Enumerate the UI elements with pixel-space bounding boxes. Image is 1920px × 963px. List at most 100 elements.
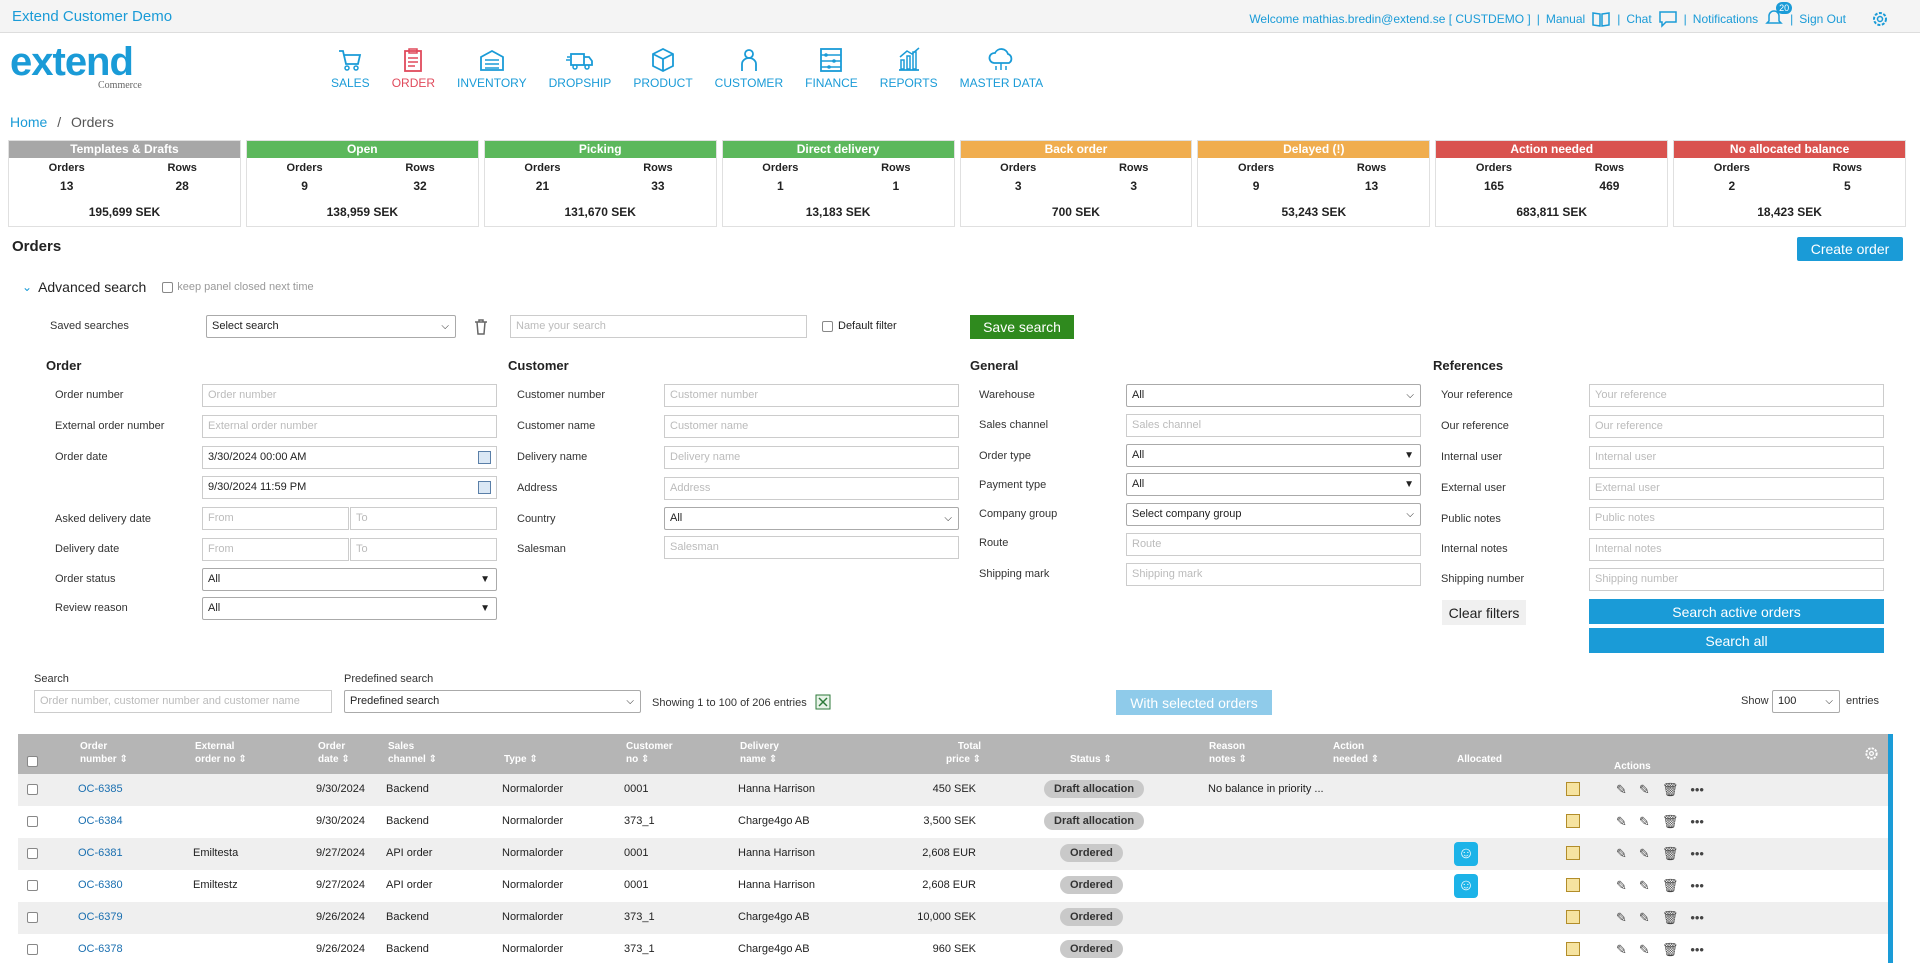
col-delivery-name[interactable]: Delivery name ⇕ <box>740 741 779 765</box>
nav-order[interactable]: ORDER <box>381 46 446 90</box>
more-icon[interactable]: ••• <box>1690 814 1704 829</box>
external-user-input[interactable]: External user <box>1589 477 1884 500</box>
document-icon[interactable] <box>1566 910 1580 924</box>
document-icon[interactable] <box>1566 942 1580 956</box>
trash-icon[interactable]: 🗑︎ <box>1661 878 1679 893</box>
edit-alt-icon[interactable]: ✎ <box>1638 910 1650 925</box>
edit-icon[interactable]: ✎ <box>1616 782 1627 797</box>
more-icon[interactable]: ••• <box>1690 878 1704 893</box>
edit-icon[interactable]: ✎ <box>1616 846 1627 861</box>
page-size-select[interactable]: 100 ⌵ <box>1772 690 1840 713</box>
search-all-button[interactable]: Search all <box>1589 628 1884 653</box>
keep-panel-closed[interactable]: keep panel closed next time <box>162 281 314 293</box>
internal-user-input[interactable]: Internal user <box>1589 446 1884 469</box>
status-card[interactable]: Open Orders Rows 9 32 138,959 SEK <box>245 140 479 227</box>
salesman-input[interactable]: Salesman <box>664 536 959 559</box>
trash-icon[interactable]: 🗑︎ <box>1661 814 1679 829</box>
delivery-date-to-input[interactable]: To <box>350 538 497 561</box>
status-card[interactable]: Action needed Orders Rows 165 469 683,811 … <box>1435 140 1669 227</box>
chat-icon[interactable] <box>1658 10 1678 28</box>
more-icon[interactable]: ••• <box>1690 910 1704 925</box>
keep-panel-closed-checkbox[interactable] <box>162 281 174 293</box>
nav-sales[interactable]: SALES <box>320 46 381 90</box>
order-type-select[interactable]: All ▼ <box>1126 444 1421 467</box>
row-checkbox[interactable] <box>27 848 38 859</box>
internal-notes-input[interactable]: Internal notes <box>1589 538 1884 561</box>
table-row[interactable]: OC-6381 Emiltesta 9/27/2024 API order No… <box>18 838 1890 870</box>
order-number-link[interactable]: OC-6380 <box>78 879 123 891</box>
payment-type-select[interactable]: All ▼ <box>1126 473 1421 496</box>
calendar-icon[interactable] <box>478 481 491 494</box>
row-checkbox[interactable] <box>27 784 38 795</box>
asked-delivery-from-input[interactable]: From <box>202 507 349 530</box>
edit-alt-icon[interactable]: ✎ <box>1638 846 1650 861</box>
vertical-scrollbar[interactable] <box>1888 734 1893 963</box>
trash-icon[interactable]: 🗑︎ <box>1661 942 1679 957</box>
document-icon[interactable] <box>1566 814 1580 828</box>
more-icon[interactable]: ••• <box>1690 782 1704 797</box>
logo[interactable]: extend Commerce <box>10 42 142 91</box>
order-number-link[interactable]: OC-6379 <box>78 911 123 923</box>
gear-icon[interactable] <box>1870 10 1890 28</box>
company-group-select[interactable]: Select company group ⌵ <box>1126 503 1421 526</box>
save-search-button[interactable]: Save search <box>970 315 1074 339</box>
order-status-select[interactable]: All ▼ <box>202 568 497 591</box>
advanced-search-toggle[interactable]: ⌄ Advanced search keep panel closed next… <box>22 279 314 295</box>
notifications-bell[interactable]: 20 <box>1764 2 1793 29</box>
order-number-link[interactable]: OC-6378 <box>78 943 123 955</box>
delivery-name-input[interactable]: Delivery name <box>664 446 959 469</box>
col-total-price[interactable]: Total price ⇕ <box>946 741 982 765</box>
table-row[interactable]: OC-6380 Emiltestz 9/27/2024 API order No… <box>18 870 1890 902</box>
table-row[interactable]: OC-6385 9/30/2024 Backend Normalorder 00… <box>18 774 1890 806</box>
col-reason-notes[interactable]: Reason notes ⇕ <box>1209 741 1247 765</box>
row-checkbox[interactable] <box>27 880 38 891</box>
order-number-input[interactable]: Order number <box>202 384 497 407</box>
edit-alt-icon[interactable]: ✎ <box>1638 814 1650 829</box>
quick-search-input[interactable]: Order number, customer number and custom… <box>34 690 332 713</box>
delivery-date-from-input[interactable]: From <box>202 538 349 561</box>
order-number-link[interactable]: OC-6384 <box>78 815 123 827</box>
review-reason-select[interactable]: All ▼ <box>202 597 497 620</box>
col-type[interactable]: Type ⇕ <box>504 754 538 765</box>
nav-finance[interactable]: FINANCE <box>794 46 869 90</box>
manual-link[interactable]: Manual <box>1545 11 1586 26</box>
default-filter[interactable]: Default filter <box>822 320 897 332</box>
edit-icon[interactable]: ✎ <box>1616 942 1627 957</box>
order-number-link[interactable]: OC-6385 <box>78 783 123 795</box>
create-order-button[interactable]: Create order <box>1797 237 1903 261</box>
nav-master-data[interactable]: MASTER DATA <box>949 46 1055 90</box>
edit-alt-icon[interactable]: ✎ <box>1638 942 1650 957</box>
shipping-number-input[interactable]: Shipping number <box>1589 568 1884 591</box>
predefined-search-select[interactable]: Predefined search ⌵ <box>344 690 641 713</box>
warehouse-select[interactable]: All ⌵ <box>1126 384 1421 407</box>
order-date-from-input[interactable]: 3/30/2024 00:00 AM <box>202 446 497 469</box>
table-row[interactable]: OC-6379 9/26/2024 Backend Normalorder 37… <box>18 902 1890 934</box>
settings-gear-icon[interactable] <box>1864 746 1879 761</box>
edit-icon[interactable]: ✎ <box>1616 814 1627 829</box>
nav-dropship[interactable]: DROPSHIP <box>538 46 623 90</box>
status-card[interactable]: Delayed (!) Orders Rows 9 13 53,243 SEK <box>1197 140 1431 227</box>
status-card[interactable]: No allocated balance Orders Rows 2 5 18,42… <box>1673 140 1906 227</box>
book-icon[interactable] <box>1591 10 1611 28</box>
table-row[interactable]: OC-6384 9/30/2024 Backend Normalorder 37… <box>18 806 1890 838</box>
search-name-input[interactable]: Name your search <box>510 315 807 338</box>
order-date-to-input[interactable]: 9/30/2024 11:59 PM <box>202 476 497 499</box>
edit-alt-icon[interactable]: ✎ <box>1638 782 1650 797</box>
status-card[interactable]: Picking Orders Rows 21 33 131,670 SEK <box>483 140 717 227</box>
trash-icon[interactable] <box>473 318 489 336</box>
status-card[interactable]: Direct delivery Orders Rows 1 1 13,183 SEK <box>721 140 955 227</box>
nav-reports[interactable]: REPORTS <box>869 46 949 90</box>
order-number-link[interactable]: OC-6381 <box>78 847 123 859</box>
chat-link[interactable]: Chat <box>1626 11 1652 26</box>
document-icon[interactable] <box>1566 846 1580 860</box>
saved-searches-select[interactable]: Select search ⌵ <box>206 315 456 338</box>
country-select[interactable]: All ⌵ <box>664 507 959 530</box>
asked-delivery-to-input[interactable]: To <box>350 507 497 530</box>
col-order-number[interactable]: Order number ⇕ <box>80 741 128 765</box>
row-checkbox[interactable] <box>27 944 38 955</box>
clear-filters-button[interactable]: Clear filters <box>1442 600 1526 625</box>
shipping-mark-input[interactable]: Shipping mark <box>1126 563 1421 586</box>
document-icon[interactable] <box>1566 782 1580 796</box>
route-input[interactable]: Route <box>1126 533 1421 556</box>
edit-icon[interactable]: ✎ <box>1616 910 1627 925</box>
